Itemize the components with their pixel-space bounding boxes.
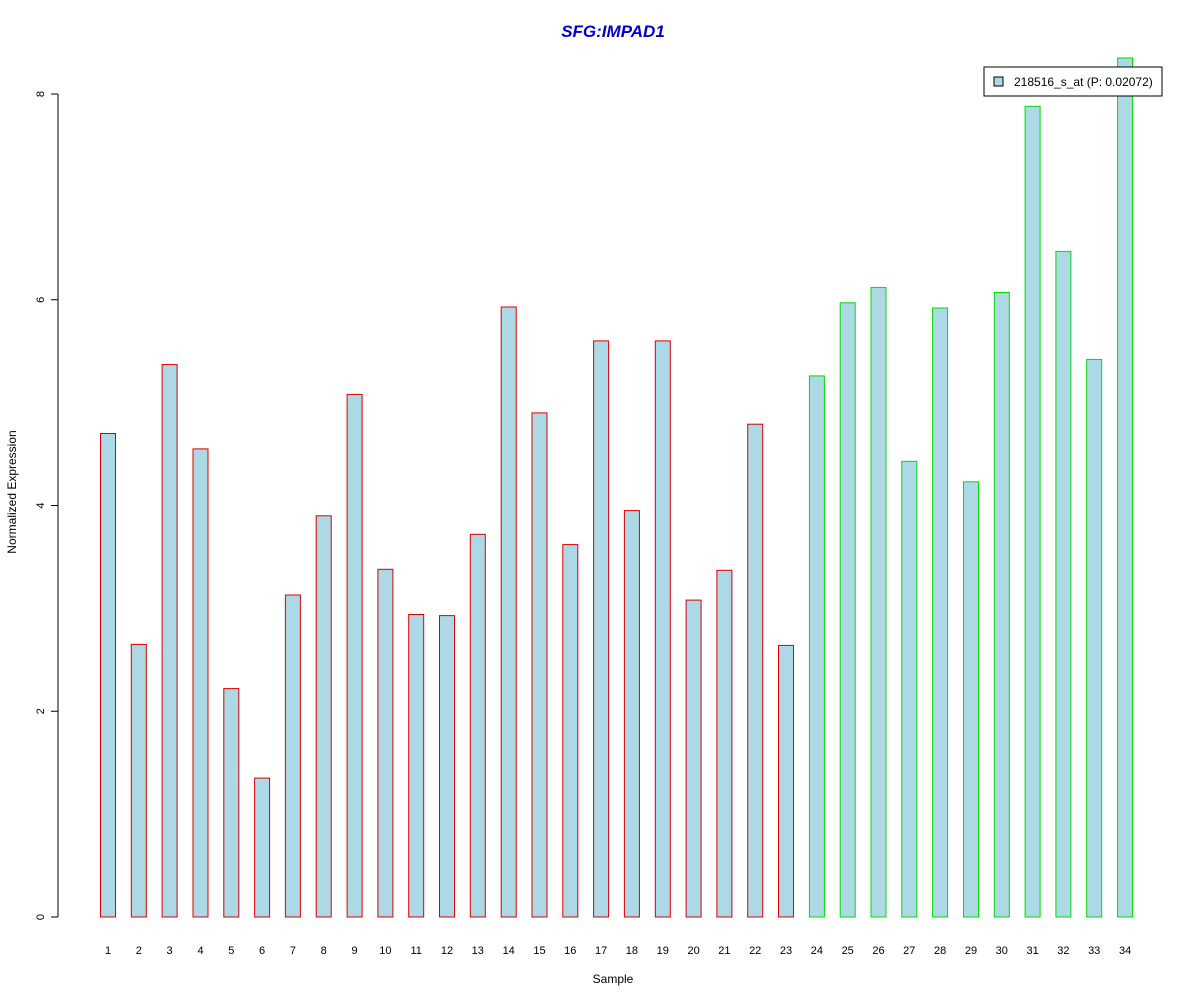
bar [1024,105,1041,918]
x-tick-label: 29 [965,945,977,957]
bar [685,599,702,918]
bar [778,644,794,918]
y-tick-label: 6 [35,297,47,303]
bar [993,292,1010,918]
bar [901,460,918,918]
x-tick-label: 1 [105,945,111,957]
bar [808,375,825,918]
x-axis-label: Sample [593,972,634,986]
x-tick-label: 20 [687,945,699,957]
bar [161,364,178,918]
x-tick-label: 16 [564,945,576,957]
x-tick-label: 5 [228,945,234,957]
bar [192,448,209,918]
y-tick-label: 2 [35,708,47,714]
x-tick-label: 33 [1088,945,1100,957]
bar [469,533,486,918]
x-tick-label: 30 [996,945,1008,957]
x-tick-labels: 1 2 3 4 5 6 7 8 9 10 11 12 13 14 15 16 17 18 19 20 21 22 23 24 2… [105,945,1131,957]
x-tick-label: 27 [903,945,915,957]
bars [100,57,1134,918]
bar [623,510,640,918]
bar [716,569,733,918]
x-tick-label: 22 [749,945,761,957]
y-axis-label: Normalized Expression [5,430,19,553]
x-tick-label: 4 [197,945,203,957]
x-tick-label: 19 [657,945,669,957]
x-tick-label: 10 [379,945,391,957]
legend: 218516_s_at (P: 0.02072) [983,66,1163,97]
x-tick-label: 9 [352,945,358,957]
bar [315,515,332,918]
bar [408,614,425,918]
x-tick-label: 17 [595,945,607,957]
x-tick-label: 2 [136,945,142,957]
x-tick-label: 24 [811,945,823,957]
bar [130,643,147,918]
legend-box [983,66,1163,97]
legend-swatch [993,76,1004,87]
x-tick-label: 6 [259,945,265,957]
x-tick-label: 12 [441,945,453,957]
x-tick-label: 18 [626,945,638,957]
bar [439,615,455,918]
bar [654,340,671,918]
bar [531,412,548,918]
x-tick-label: 26 [872,945,884,957]
bar [284,594,301,918]
x-tick-label: 7 [290,945,296,957]
bar [593,340,610,918]
x-tick-label: 28 [934,945,946,957]
y-tick-label: 8 [35,91,47,97]
bar [932,307,949,918]
x-tick-label: 3 [167,945,173,957]
bar [254,777,271,918]
x-tick-label: 31 [1026,945,1038,957]
bar [747,423,764,918]
bar [1055,250,1072,918]
bar [562,544,579,918]
x-tick-label: 13 [472,945,484,957]
bar [223,688,240,918]
bar [500,306,517,918]
y-tick-label: 0 [35,914,47,920]
x-tick-label: 14 [503,945,515,957]
x-tick-label: 21 [718,945,730,957]
bar [963,481,979,918]
legend-label: 218516_s_at (P: 0.02072) [1014,75,1153,89]
x-tick-label: 32 [1057,945,1069,957]
x-tick-label: 15 [533,945,545,957]
bar [839,302,856,918]
bar [1117,57,1134,918]
x-tick-label: 23 [780,945,792,957]
x-tick-label: 11 [410,945,421,957]
x-tick-label: 34 [1119,945,1131,957]
chart-title: SFG:IMPAD1 [561,22,665,41]
bar [100,433,116,918]
x-tick-label: 25 [842,945,854,957]
bar [377,568,394,918]
y-axis: 0 2 4 6 8 [35,91,59,920]
y-tick-label: 4 [35,502,47,508]
x-tick-label: 8 [321,945,327,957]
bar [870,286,887,918]
bar [346,393,363,918]
bar [1086,358,1103,918]
